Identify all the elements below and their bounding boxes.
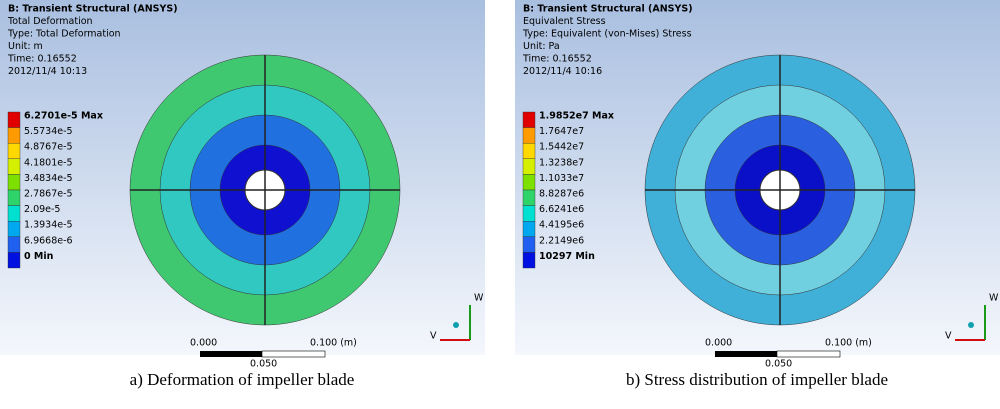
legend-label: 1.5442e7 bbox=[539, 142, 584, 153]
legend-label: 8.8287e6 bbox=[539, 189, 584, 200]
legend-label: 4.8767e-5 bbox=[24, 142, 73, 153]
caption: a) Deformation of impeller blade bbox=[130, 370, 355, 389]
legend-swatch bbox=[523, 159, 535, 175]
legend-swatch bbox=[523, 206, 535, 222]
header-line: Time: 0.16552 bbox=[522, 54, 592, 65]
scale-bar-white bbox=[262, 351, 325, 357]
legend-swatch bbox=[8, 221, 20, 237]
legend-swatch bbox=[523, 143, 535, 159]
legend-swatch bbox=[8, 252, 20, 268]
legend-label: 6.9668e-6 bbox=[24, 235, 73, 246]
legend-label: 1.9852e7 Max bbox=[539, 111, 614, 122]
axis-w-label: W bbox=[474, 293, 484, 304]
legend-swatch bbox=[8, 159, 20, 175]
legend-swatch bbox=[523, 252, 535, 268]
scale-bar-black bbox=[715, 351, 777, 357]
legend-swatch bbox=[8, 237, 20, 253]
axis-u bbox=[453, 322, 459, 328]
legend-swatch bbox=[523, 128, 535, 144]
scale-mid: 0.050 bbox=[250, 359, 277, 370]
header-line: 2012/11/4 10:16 bbox=[523, 66, 602, 77]
scale-end: 0.100 (m) bbox=[825, 338, 872, 349]
legend-label: 1.7647e7 bbox=[539, 126, 584, 137]
legend-label: 3.4834e-5 bbox=[24, 173, 73, 184]
axis-v-label: V bbox=[430, 331, 437, 342]
legend-swatch bbox=[523, 190, 535, 206]
scale-start: 0.000 bbox=[705, 338, 732, 349]
header-line: B: Transient Structural (ANSYS) bbox=[523, 4, 693, 15]
header-line: Time: 0.16552 bbox=[7, 54, 77, 65]
legend-label: 5.5734e-5 bbox=[24, 126, 73, 137]
caption: b) Stress distribution of impeller blade bbox=[626, 370, 888, 389]
legend-label: 0 Min bbox=[24, 251, 54, 262]
legend-label: 2.09e-5 bbox=[24, 204, 60, 215]
legend-label: 1.3238e7 bbox=[539, 157, 584, 168]
legend-label: 2.7867e-5 bbox=[24, 189, 73, 200]
figure: B: Transient Structural (ANSYS)Total Def… bbox=[0, 0, 1000, 405]
legend-label: 4.1801e-5 bbox=[24, 157, 73, 168]
legend-label: 4.4195e6 bbox=[539, 220, 584, 231]
legend-label: 6.6241e6 bbox=[539, 204, 584, 215]
panel: B: Transient Structural (ANSYS)Total Def… bbox=[0, 0, 485, 389]
panel: B: Transient Structural (ANSYS)Equivalen… bbox=[515, 0, 1000, 389]
legend-label: 1.1033e7 bbox=[539, 173, 584, 184]
legend-swatch bbox=[523, 237, 535, 253]
scale-start: 0.000 bbox=[190, 338, 217, 349]
header-line: 2012/11/4 10:13 bbox=[8, 66, 87, 77]
axis-u bbox=[968, 322, 974, 328]
legend-swatch bbox=[523, 221, 535, 237]
legend-swatch bbox=[8, 128, 20, 144]
legend-swatch bbox=[8, 174, 20, 190]
header-line: Equivalent Stress bbox=[523, 16, 606, 27]
legend-swatch bbox=[8, 206, 20, 222]
legend-swatch bbox=[8, 143, 20, 159]
axis-w-label: W bbox=[989, 293, 999, 304]
header-line: Total Deformation bbox=[7, 16, 93, 27]
header-line: B: Transient Structural (ANSYS) bbox=[8, 4, 178, 15]
legend-label: 10297 Min bbox=[539, 251, 595, 262]
header-line: Unit: m bbox=[8, 41, 43, 52]
legend-swatch bbox=[8, 112, 20, 128]
legend-label: 1.3934e-5 bbox=[24, 220, 73, 231]
axis-v-label: V bbox=[945, 331, 952, 342]
legend-swatch bbox=[8, 190, 20, 206]
scale-end: 0.100 (m) bbox=[310, 338, 357, 349]
scale-bar-white bbox=[777, 351, 840, 357]
scale-bar-black bbox=[200, 351, 262, 357]
legend-label: 6.2701e-5 Max bbox=[24, 111, 103, 122]
header-line: Type: Equivalent (von-Mises) Stress bbox=[522, 29, 692, 40]
scale-mid: 0.050 bbox=[765, 359, 792, 370]
legend-swatch bbox=[523, 174, 535, 190]
legend-label: 2.2149e6 bbox=[539, 235, 584, 246]
header-line: Unit: Pa bbox=[523, 41, 560, 52]
legend-swatch bbox=[523, 112, 535, 128]
header-line: Type: Total Deformation bbox=[7, 29, 121, 40]
